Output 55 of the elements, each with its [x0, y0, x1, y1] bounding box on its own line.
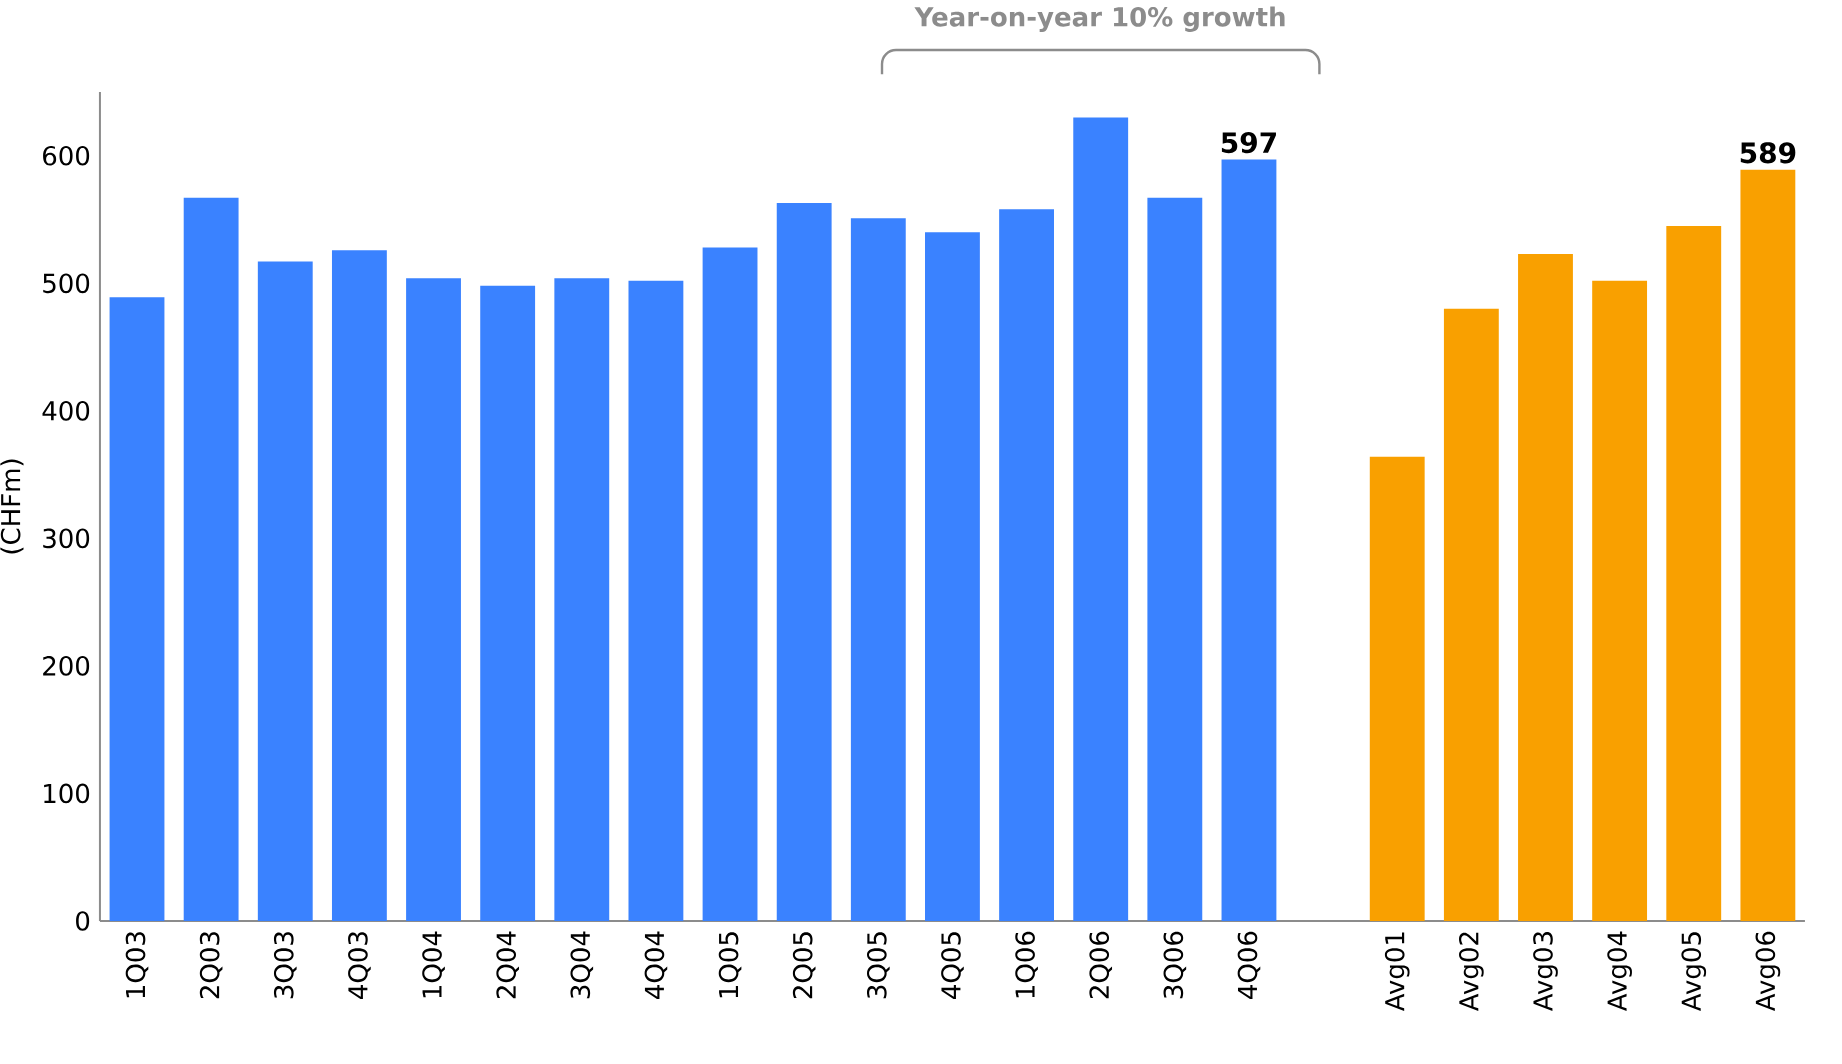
data-label: 589 [1740, 142, 1796, 164]
bar [1221, 159, 1277, 921]
y-tick-label: 200 [43, 656, 90, 676]
bar [999, 209, 1054, 921]
bar [1740, 169, 1796, 921]
x-tick-label: 4Q04 [644, 931, 668, 999]
x-tick-label: 2Q03 [199, 932, 223, 999]
y-tick-label: 400 [42, 401, 90, 421]
bar [1666, 225, 1722, 921]
x-tick-label: 2Q04 [496, 931, 519, 999]
x-tick-label: Avg03 [1533, 932, 1558, 1012]
bar [331, 250, 387, 921]
bar [554, 278, 610, 921]
y-tick-label: 100 [44, 783, 90, 804]
bar [109, 297, 165, 921]
x-tick-label: 1Q03 [125, 932, 149, 998]
text: Year-on-year 10% growth [914, 6, 1285, 32]
y-tick-label: 300 [43, 528, 90, 549]
bar [702, 247, 758, 921]
bar [406, 278, 461, 921]
bar [183, 197, 239, 921]
x-tick-label: Avg01 [1384, 932, 1410, 1012]
x-tick-label: 3Q06 [1163, 931, 1187, 999]
bar [1147, 197, 1203, 921]
bar [1592, 280, 1648, 921]
bar [925, 232, 980, 921]
x-tick-label: 3Q04 [570, 931, 594, 999]
y-tick-label: 0 [76, 911, 90, 931]
bar [480, 285, 536, 921]
x-tick-label: 2Q05 [792, 932, 816, 999]
x-tick-label: Avg05 [1681, 932, 1707, 1012]
bar [1073, 117, 1129, 921]
x-tick-label: Avg04 [1607, 931, 1632, 1012]
bar [1518, 253, 1573, 921]
y-axis-title: (CHFm) [0, 459, 24, 554]
x-tick-label: 3Q03 [273, 932, 297, 999]
bar [257, 261, 313, 921]
y-tick-label: 500 [43, 273, 90, 294]
x-tick-label: 4Q06 [1237, 931, 1261, 999]
bar [628, 280, 684, 921]
bar [850, 218, 906, 921]
x-tick-label: 1Q06 [1015, 931, 1038, 998]
x-tick-label: 3Q05 [866, 932, 890, 999]
x-tick-label: 4Q03 [348, 932, 371, 999]
data-label: 597 [1221, 132, 1276, 154]
x-tick-label: Avg02 [1459, 932, 1484, 1012]
x-tick-label: Avg06 [1755, 931, 1781, 1012]
bar [1443, 308, 1499, 921]
x-tick-label: 1Q04 [422, 931, 445, 998]
bar [1369, 456, 1425, 921]
y-tick-label: 600 [43, 145, 90, 166]
x-tick-label: 1Q05 [718, 932, 742, 998]
x-tick-label: 4Q05 [941, 932, 964, 999]
bar [776, 202, 832, 921]
x-tick-label: 2Q06 [1089, 931, 1113, 999]
